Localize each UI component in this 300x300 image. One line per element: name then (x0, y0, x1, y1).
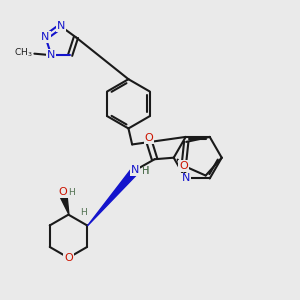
Text: H: H (80, 208, 87, 217)
Text: H: H (68, 188, 75, 197)
Text: CH$_3$: CH$_3$ (14, 47, 33, 59)
Text: N: N (131, 165, 139, 175)
Text: N: N (131, 165, 139, 175)
Polygon shape (61, 196, 69, 214)
Text: N: N (56, 21, 65, 31)
Text: N: N (182, 173, 190, 184)
Text: O: O (58, 188, 67, 197)
Text: O: O (145, 133, 154, 143)
Text: O: O (179, 161, 188, 171)
Text: H: H (142, 166, 150, 176)
Text: N: N (47, 50, 56, 60)
Text: H: H (142, 166, 150, 176)
Polygon shape (88, 167, 139, 226)
Text: N: N (41, 32, 50, 42)
Text: O: O (64, 253, 73, 263)
